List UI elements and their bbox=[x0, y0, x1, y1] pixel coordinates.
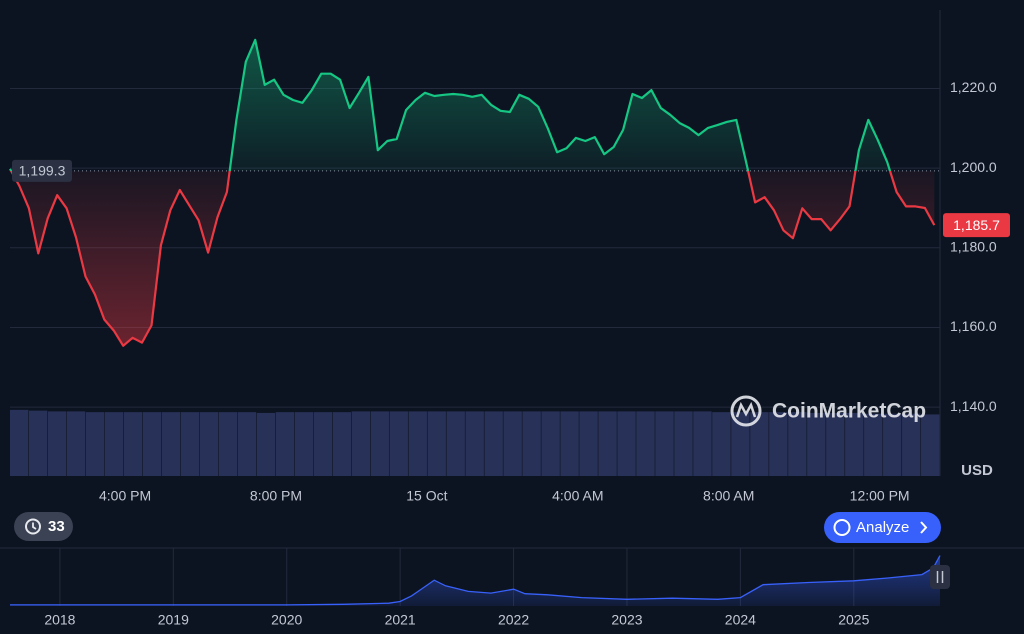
volume-bar bbox=[864, 413, 883, 476]
volume-bar bbox=[788, 412, 807, 476]
volume-bar bbox=[275, 412, 295, 476]
y-tick-label: 1,200.0 bbox=[950, 159, 997, 175]
volume-bar bbox=[617, 411, 636, 476]
volume-bar bbox=[218, 412, 238, 476]
y-tick-label: 1,180.0 bbox=[950, 238, 997, 254]
volume-bar bbox=[731, 412, 750, 476]
x-tick-label: 8:00 AM bbox=[703, 488, 754, 504]
badge-bg[interactable] bbox=[14, 512, 73, 541]
x-tick-label: 4:00 PM bbox=[99, 488, 151, 504]
volume-bar bbox=[541, 411, 560, 476]
volume-bar bbox=[560, 411, 579, 476]
volume-bar bbox=[655, 411, 674, 476]
volume-bar bbox=[807, 412, 826, 476]
y-tick-label: 1,140.0 bbox=[950, 398, 997, 414]
volume-bar bbox=[123, 412, 143, 476]
brand-name: CoinMarketCap bbox=[772, 400, 926, 423]
x-tick-label: 12:00 PM bbox=[850, 488, 910, 504]
baseline-label-bg bbox=[12, 159, 72, 182]
button-label[interactable]: Analyze bbox=[856, 519, 909, 536]
clock-hands bbox=[32, 522, 37, 530]
volume-bar bbox=[484, 411, 503, 476]
volume-bar bbox=[294, 412, 314, 476]
volume-bar bbox=[142, 412, 162, 476]
button-chevron bbox=[920, 521, 928, 534]
brand-logo-mark bbox=[735, 401, 757, 418]
button-icon bbox=[833, 519, 851, 536]
overview-area bbox=[10, 555, 940, 606]
volume-bar bbox=[408, 411, 427, 476]
baseline-label: 1,199.3 bbox=[19, 163, 66, 179]
scroll-handle[interactable] bbox=[930, 565, 950, 589]
volume-bar bbox=[389, 411, 408, 476]
y-tick-label: 1,220.0 bbox=[950, 79, 997, 95]
x-tick-label: 4:00 AM bbox=[552, 488, 603, 504]
volume-bar bbox=[674, 411, 693, 476]
price-line bbox=[9, 38, 936, 347]
x-tick-label: 2019 bbox=[158, 612, 189, 628]
x-tick-label: 2018 bbox=[44, 612, 75, 628]
volume-bar bbox=[693, 411, 712, 476]
volume-bar bbox=[503, 411, 522, 476]
x-tick-label: 2025 bbox=[838, 612, 869, 628]
brand-logo bbox=[730, 395, 762, 427]
volume-bar bbox=[769, 412, 788, 476]
volume-bar bbox=[826, 412, 845, 476]
clock-icon bbox=[25, 518, 41, 535]
volume-bar bbox=[750, 412, 769, 476]
volume-bar bbox=[636, 411, 655, 476]
x-tick-label: 2020 bbox=[271, 612, 302, 628]
area bbox=[10, 39, 935, 346]
volume-bar bbox=[180, 412, 200, 476]
volume-bar bbox=[85, 412, 105, 476]
x-tick-label: 2023 bbox=[611, 612, 642, 628]
analyze-button[interactable]: Analyze bbox=[824, 512, 941, 543]
volume-bar bbox=[256, 412, 276, 476]
volume-bar bbox=[199, 412, 219, 476]
volume-bar bbox=[921, 414, 940, 476]
alerts-badge[interactable]: 33 bbox=[14, 512, 73, 541]
volume-bar bbox=[332, 412, 352, 476]
badge-count[interactable]: 33 bbox=[48, 518, 65, 535]
x-tick-label: 2021 bbox=[385, 612, 416, 628]
volume-bar bbox=[10, 409, 29, 476]
volume-bar bbox=[579, 411, 598, 476]
volume-bar bbox=[104, 412, 124, 476]
last-price-bg bbox=[943, 213, 1010, 238]
volume-bar bbox=[161, 412, 181, 476]
x-tick-label: 15 Oct bbox=[406, 488, 447, 504]
volume-bar bbox=[902, 413, 921, 476]
watermark: CoinMarketCap bbox=[730, 395, 926, 427]
y-axis-unit: USD bbox=[961, 462, 993, 479]
volume-bar bbox=[237, 412, 257, 476]
volume-bar bbox=[446, 411, 465, 476]
volume-bar bbox=[465, 411, 484, 476]
volume-bar bbox=[712, 412, 731, 476]
overview-line bbox=[10, 555, 941, 606]
volume-bar bbox=[66, 411, 86, 476]
x-tick-label: 2024 bbox=[725, 612, 756, 628]
volume-bar bbox=[313, 412, 333, 476]
handle-bg[interactable] bbox=[930, 565, 950, 589]
volume-bar bbox=[47, 411, 67, 476]
x-tick-label: 2022 bbox=[498, 612, 529, 628]
volume-bar bbox=[598, 411, 617, 476]
button-bg[interactable] bbox=[824, 512, 941, 543]
volume-bar bbox=[522, 411, 541, 476]
volume-bar bbox=[883, 413, 902, 476]
volume-bar bbox=[845, 412, 864, 476]
volume-bar bbox=[28, 410, 48, 476]
last-price-label: 1,185.7 bbox=[953, 217, 1000, 233]
y-tick-label: 1,160.0 bbox=[950, 318, 997, 334]
volume-bar bbox=[351, 411, 371, 476]
volume-bar bbox=[427, 411, 446, 476]
volume-bar bbox=[370, 411, 389, 476]
x-tick-label: 8:00 PM bbox=[250, 488, 302, 504]
